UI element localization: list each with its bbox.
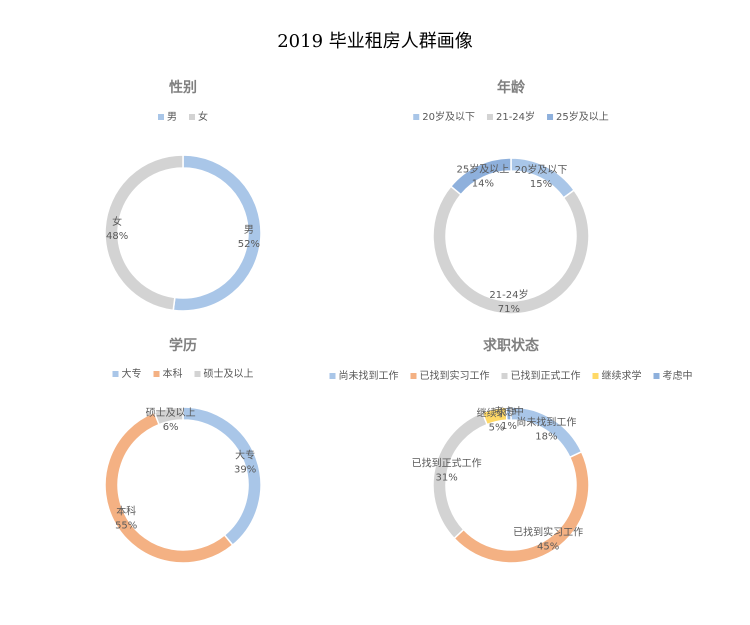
data-label-name: 25岁及以上 (457, 162, 510, 175)
legend-marker (189, 114, 195, 120)
legend-marker (153, 371, 160, 377)
donut-slice (505, 406, 512, 421)
data-label-name: 本科 (116, 505, 136, 518)
legend-label: 25岁及以上 (556, 110, 609, 123)
chart-title: 年龄 (497, 79, 526, 96)
donut-slice (104, 154, 184, 312)
data-label-value: 1% (501, 421, 517, 432)
data-label-value: 48% (106, 231, 128, 242)
legend-label: 硕士及以上 (204, 367, 254, 380)
data-label-name: 男 (244, 224, 254, 236)
chart-title: 学历 (169, 337, 197, 354)
donut-slice (104, 411, 234, 564)
data-label-value: 18% (535, 431, 557, 442)
legend: 尚未找到工作 已找到实习工作 已找到正式工作 继续求学 考虑中 (329, 369, 693, 382)
legend-marker (112, 371, 119, 377)
legend-label: 已找到正式工作 (511, 369, 581, 382)
data-label-value: 71% (498, 304, 520, 315)
legend-label: 女 (198, 110, 208, 123)
donut-slice (182, 406, 262, 547)
data-label-name: 已找到正式工作 (412, 457, 482, 470)
legend-label: 20岁及以下 (422, 110, 475, 123)
legend-label: 21-24岁 (496, 110, 535, 123)
data-label-value: 55% (115, 521, 137, 532)
legend-label: 考虑中 (663, 369, 693, 382)
legend-label: 继续求学 (602, 369, 642, 382)
legend: 大专 本科 硕士及以上 (112, 367, 254, 380)
chart-title: 求职状态 (483, 337, 539, 354)
legend-marker (486, 114, 493, 120)
data-label-name: 大专 (235, 449, 255, 462)
donut-slice (449, 157, 512, 196)
legend: 20岁及以下 21-24岁 25岁及以上 (413, 110, 609, 123)
donut-slice (153, 406, 184, 426)
legend-label: 大专 (122, 367, 142, 380)
legend-marker (194, 371, 201, 377)
legend-marker (547, 114, 554, 120)
data-label-value: 5% (489, 423, 505, 434)
legend-marker (592, 373, 599, 379)
data-label-value: 6% (163, 422, 179, 433)
data-label-name: 20岁及以下 (515, 163, 568, 176)
data-label-name: 硕士及以上 (146, 406, 196, 419)
legend-marker (158, 114, 164, 120)
legend-label: 本科 (163, 367, 183, 380)
data-label-name: 21-24岁 (489, 288, 528, 301)
data-label-name: 考虑中 (494, 405, 524, 418)
legend-marker (501, 373, 508, 379)
legend-label: 已找到实习工作 (420, 369, 490, 382)
legend-marker (410, 373, 417, 379)
legend-label: 男 (167, 111, 177, 123)
data-label-value: 52% (238, 239, 260, 250)
data-label-name: 已找到实习工作 (513, 526, 583, 539)
legend-marker (653, 373, 660, 379)
data-label-name: 尚未找到工作 (516, 415, 576, 428)
donut-slice (510, 157, 576, 199)
legend: 男女 (158, 110, 208, 123)
data-label-value: 31% (435, 473, 457, 484)
legend-label: 尚未找到工作 (339, 369, 399, 382)
page-title: 2019 毕业租房人群画像 (277, 31, 473, 52)
chart-title: 性别 (169, 79, 197, 96)
data-label-value: 39% (234, 465, 256, 476)
data-label-value: 45% (537, 542, 559, 553)
data-label-name: 女 (112, 215, 122, 228)
legend-marker (413, 114, 420, 120)
data-label-value: 14% (472, 178, 494, 189)
legend-marker (329, 373, 336, 379)
data-label-value: 15% (530, 179, 552, 190)
